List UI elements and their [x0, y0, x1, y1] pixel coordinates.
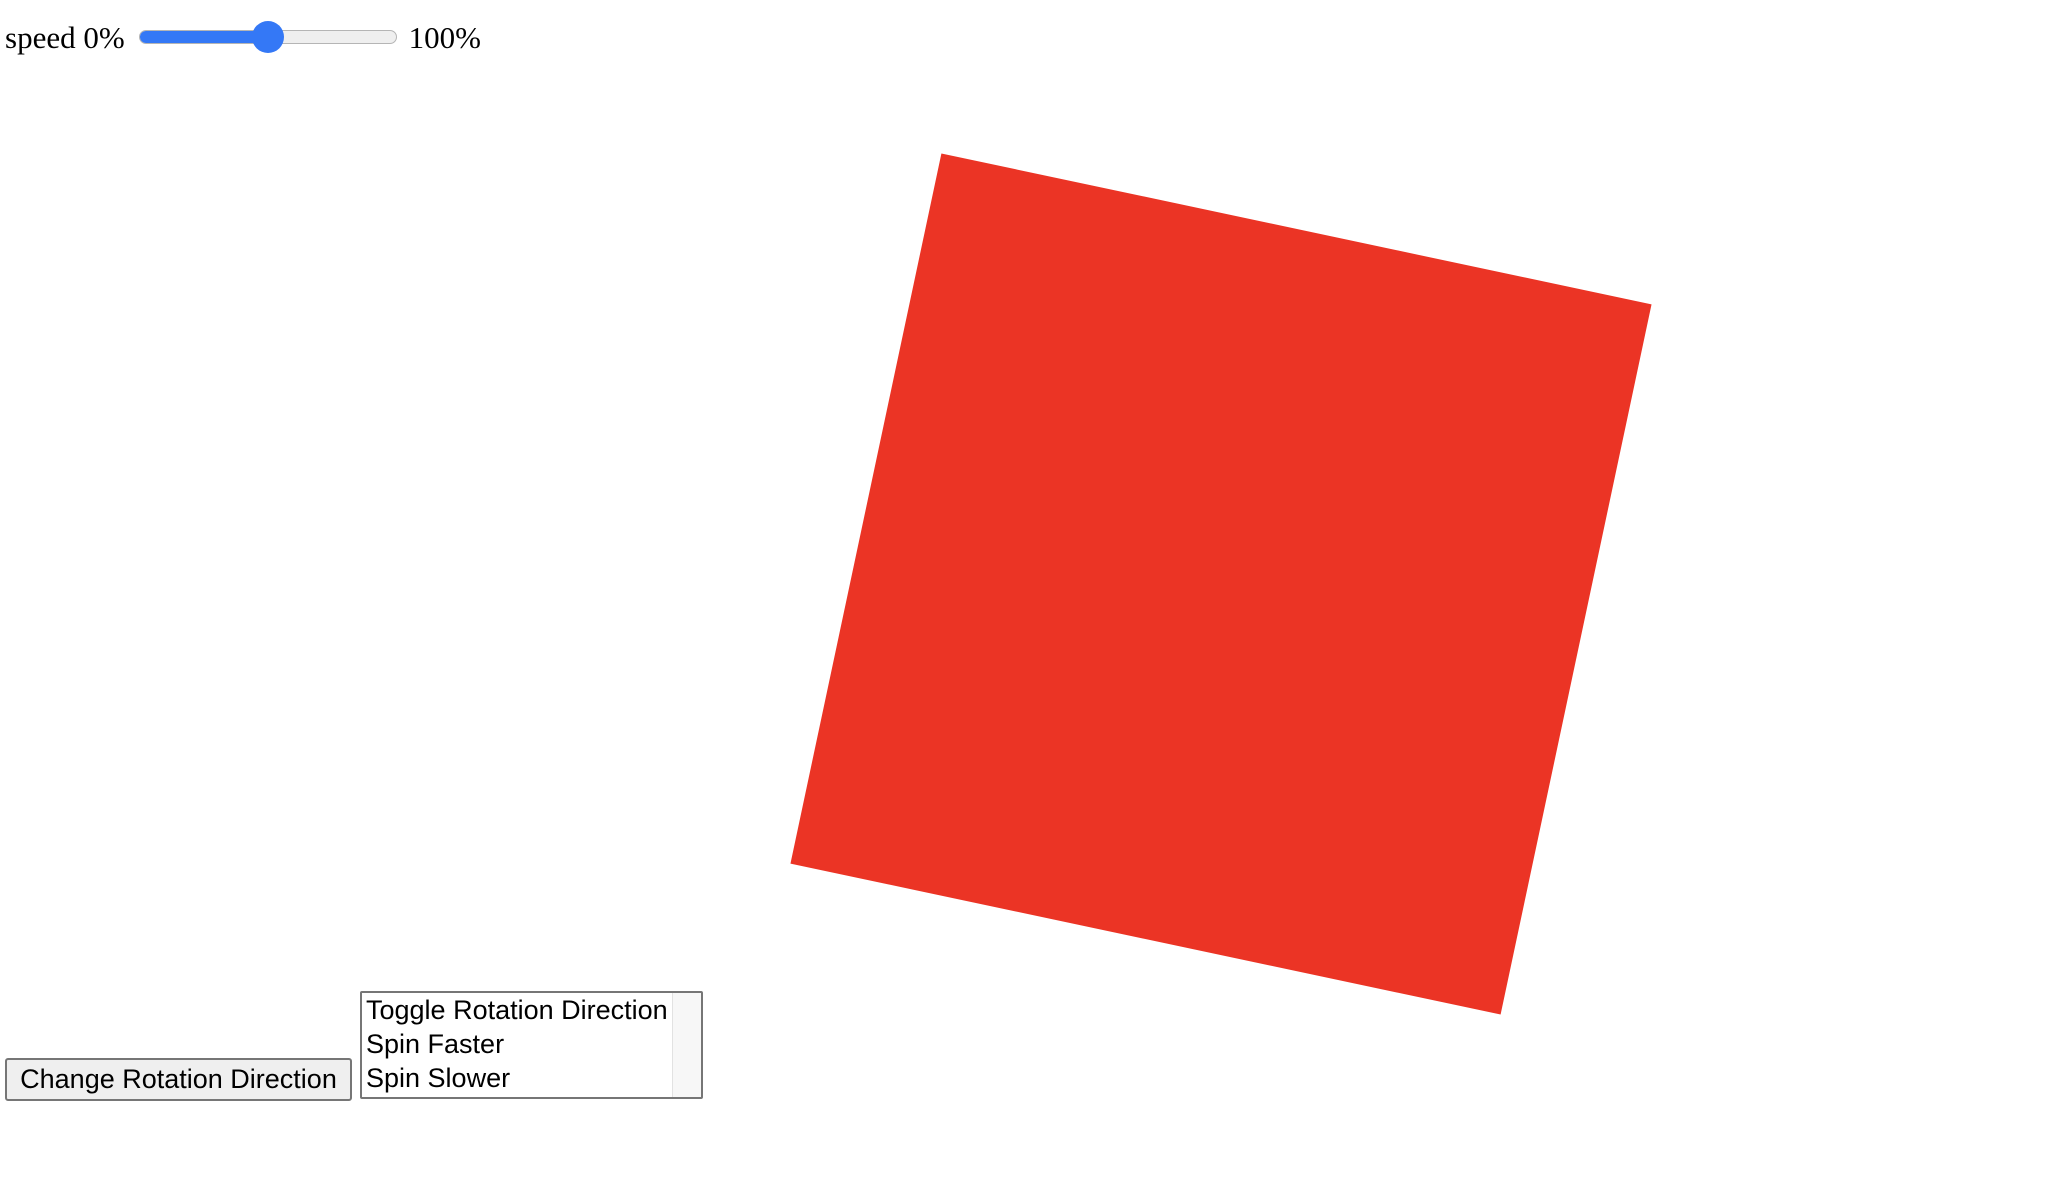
change-rotation-direction-button[interactable]: Change Rotation Direction — [5, 1058, 352, 1101]
speed-max-label: 100% — [408, 20, 481, 55]
speed-min-label: speed 0% — [5, 20, 125, 55]
listbox-option-spin-slower[interactable]: Spin Slower — [366, 1063, 511, 1093]
speed-slider-fill — [139, 31, 269, 43]
rotating-square — [790, 153, 1652, 1015]
speed-slider[interactable] — [138, 18, 397, 58]
speed-slider-thumb[interactable] — [251, 21, 284, 53]
listbox-option-toggle-rotation-direction[interactable]: Toggle Rotation Direction — [366, 995, 668, 1025]
listbox-option-spin-faster[interactable]: Spin Faster — [366, 1029, 505, 1059]
speed-control: speed 0% 100% — [5, 14, 481, 62]
listbox-scrollbar[interactable] — [672, 993, 701, 1097]
command-listbox[interactable]: Toggle Rotation Direction Spin Faster Sp… — [360, 991, 703, 1099]
